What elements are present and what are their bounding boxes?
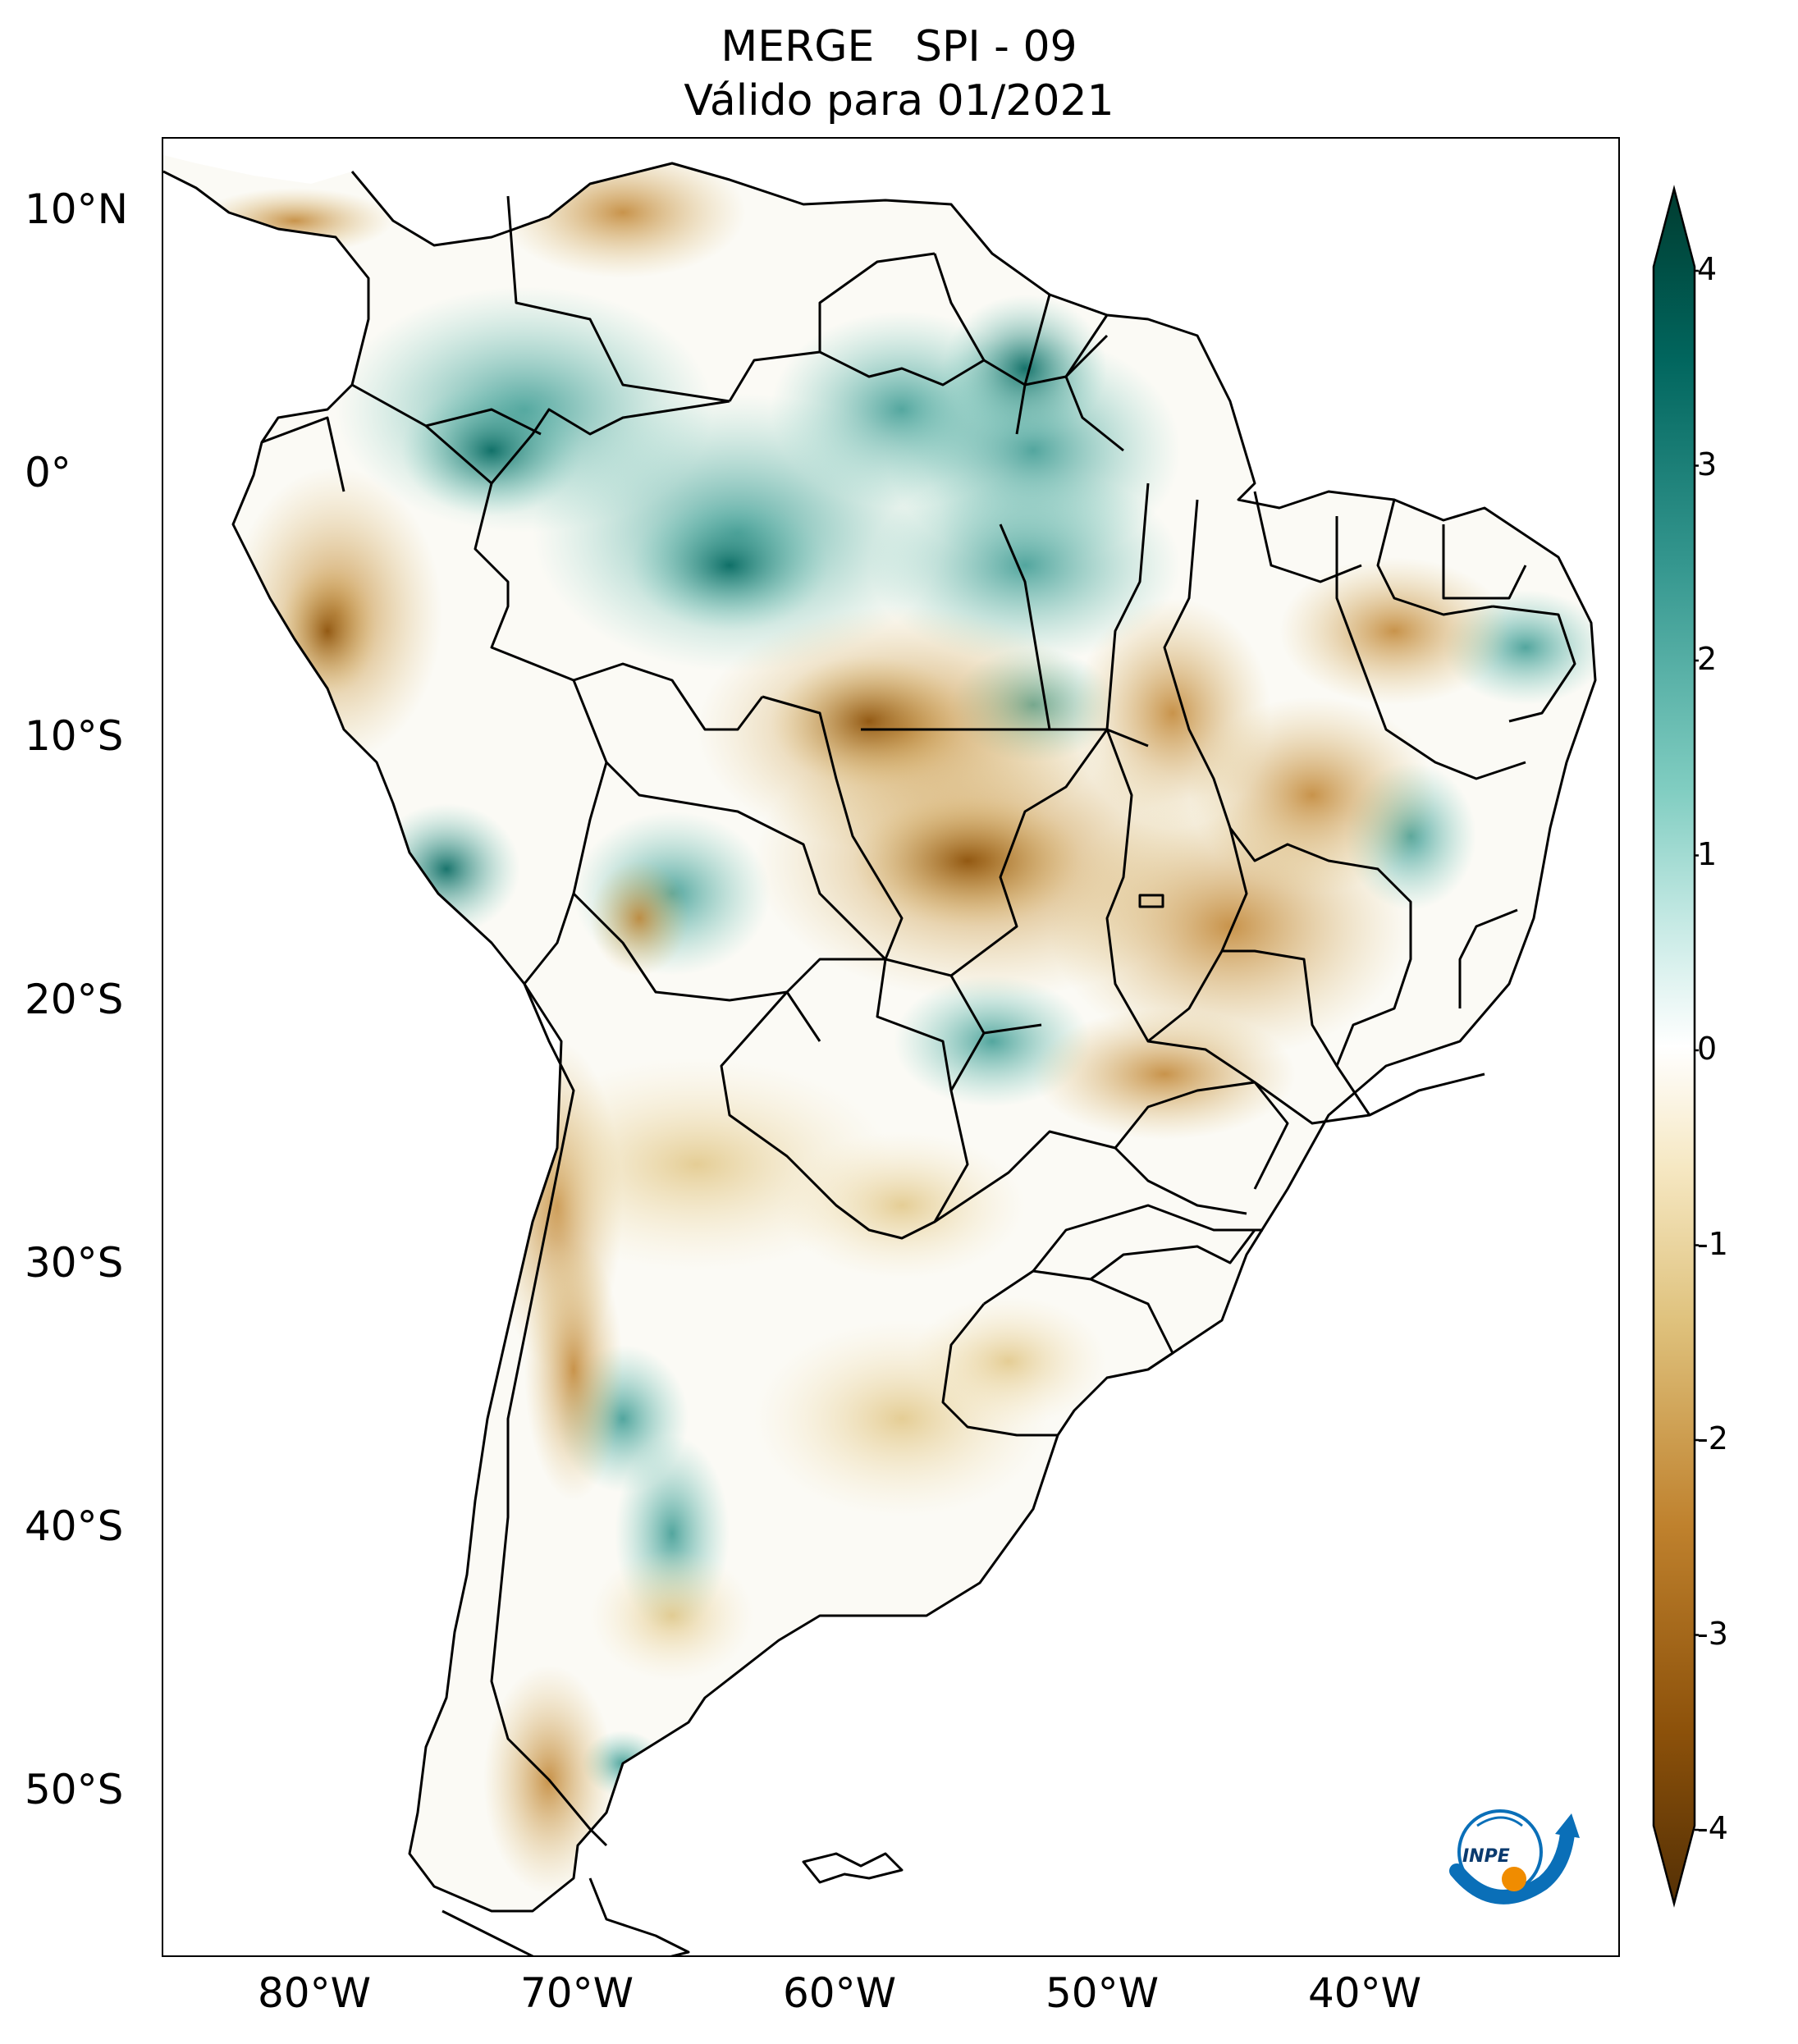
lat-tick-label: 30°S [25,1239,124,1287]
colorbar-gradient [1652,185,1696,1908]
map-subtitle: Válido para 01/2021 [684,76,1114,126]
colorbar-tick-label: 2 [1697,641,1718,677]
colorbar-tick-label: 3 [1697,446,1718,482]
spi-map [163,155,1597,1955]
inpe-logo: INPE [1449,1809,1580,1905]
colorbar-tick-label: 4 [1697,251,1718,287]
colorbar-tick-label: -2 [1697,1420,1728,1456]
colorbar-tick-label: 1 [1697,835,1718,872]
lat-tick-label: 20°S [25,976,124,1023]
lon-tick-label: 60°W [782,1969,897,2017]
colorbar-tick-label: -4 [1697,1810,1728,1846]
map-title: MERGE SPI - 09 [721,22,1077,71]
colorbar-tick-label: -1 [1697,1225,1728,1262]
colorbar [1652,185,1699,1908]
logo-text: INPE [1462,1846,1510,1867]
lon-tick-label: 80°W [257,1969,372,2017]
lat-tick-label: 0° [25,449,71,496]
lat-tick-label: 40°S [25,1502,124,1550]
map-panel [162,137,1620,1957]
lat-tick-label: 10°S [25,712,124,760]
coastline-and-borders [163,162,1597,1955]
lat-tick-label: 50°S [25,1766,124,1813]
lon-tick-label: 70°W [519,1969,634,2017]
spi-field [163,155,1595,1911]
lon-tick-label: 40°W [1307,1969,1422,2017]
lat-tick-label: 10°N [25,185,129,233]
colorbar-tick-label: -3 [1697,1615,1728,1652]
colorbar-tick-label: 0 [1697,1031,1718,1067]
lon-tick-label: 50°W [1045,1969,1160,2017]
